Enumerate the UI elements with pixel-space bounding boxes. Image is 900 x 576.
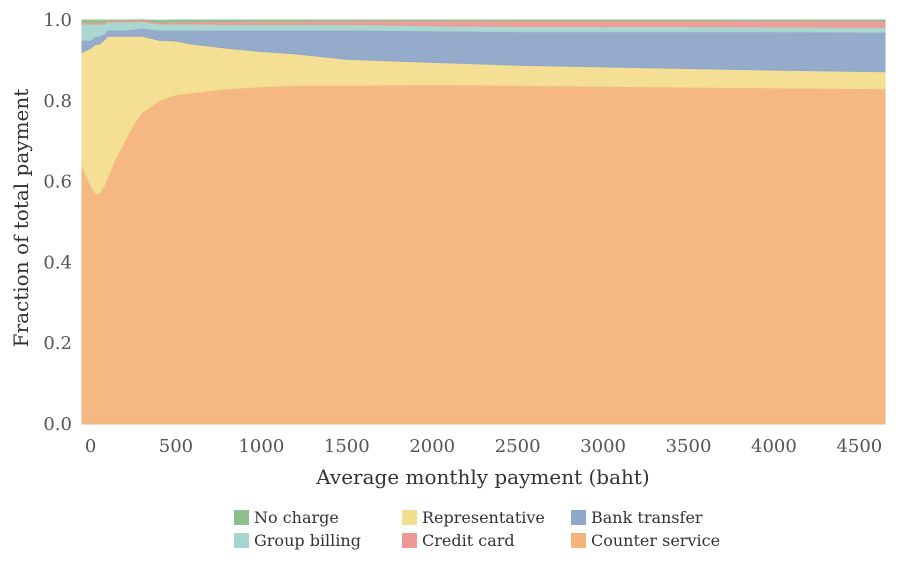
y-tick-label: 0.6	[43, 172, 72, 193]
x-axis-title: Average monthly payment (baht)	[315, 465, 649, 489]
y-tick-label: 1.0	[43, 10, 72, 31]
plot-areas	[81, 19, 886, 425]
x-tick-label: 3500	[666, 436, 712, 457]
x-axis-ticks: 0 500 1000 1500 2000 2500 3000 3500 4000 4500	[85, 436, 882, 457]
legend-label-counter-service: Counter service	[591, 531, 720, 550]
legend: No charge Group billing Representative Cred…	[234, 508, 720, 550]
y-axis-ticks: 0.0 0.2 0.4 0.6 0.8 1.0	[43, 10, 72, 435]
x-tick-label: 4500	[836, 436, 882, 457]
x-tick-label: 500	[159, 436, 193, 457]
x-tick-label: 2500	[495, 436, 541, 457]
legend-label-bank-transfer: Bank transfer	[591, 508, 703, 527]
y-tick-label: 0.0	[43, 414, 72, 435]
y-tick-label: 0.2	[43, 333, 72, 354]
legend-label-credit-card: Credit card	[422, 531, 515, 550]
x-tick-label: 1500	[324, 436, 370, 457]
legend-label-no-charge: No charge	[254, 508, 339, 527]
area-counter-service	[81, 84, 886, 425]
legend-label-representative: Representative	[422, 508, 545, 527]
x-tick-label: 2000	[409, 436, 455, 457]
x-tick-label: 3000	[580, 436, 626, 457]
y-axis-title: Fraction of total payment	[9, 89, 33, 348]
legend-swatch-counter-service	[571, 533, 586, 548]
x-tick-label: 4000	[751, 436, 797, 457]
legend-swatch-representative	[402, 510, 417, 525]
legend-label-group-billing: Group billing	[254, 531, 361, 550]
legend-swatch-credit-card	[402, 533, 417, 548]
legend-swatch-no-charge	[234, 510, 249, 525]
legend-swatch-group-billing	[234, 533, 249, 548]
y-tick-label: 0.8	[43, 91, 72, 112]
legend-swatch-bank-transfer	[571, 510, 586, 525]
x-tick-label: 1000	[238, 436, 284, 457]
area-no-charge	[81, 19, 886, 23]
x-tick-label: 0	[85, 436, 96, 457]
y-tick-label: 0.4	[43, 252, 72, 273]
